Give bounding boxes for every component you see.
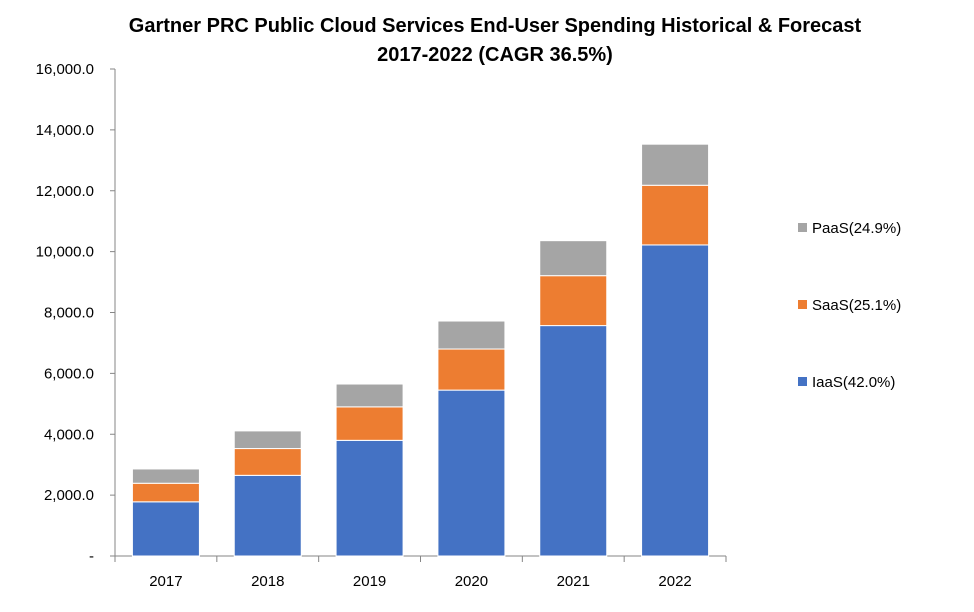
chart-subtitle: 2017-2022 (CAGR 36.5%) — [377, 44, 613, 66]
bar-saas-2022 — [641, 184, 710, 246]
bar-paas-2019 — [335, 383, 404, 408]
y-tick-label: 14,000.0 — [36, 122, 94, 139]
x-tick-label: 2019 — [353, 573, 386, 590]
y-tick-label: 10,000.0 — [36, 244, 94, 261]
y-tick-label: 4,000.0 — [44, 426, 94, 443]
bar-iaas-2021 — [539, 325, 608, 557]
x-tick-label: 2017 — [149, 573, 182, 590]
x-tick-label: 2020 — [455, 573, 488, 590]
bar-saas-2020 — [437, 348, 506, 391]
y-tick-label: 16,000.0 — [36, 61, 94, 78]
bar-saas-2017 — [131, 482, 200, 503]
y-tick-label: 2,000.0 — [44, 487, 94, 504]
bar-saas-2021 — [539, 275, 608, 327]
bar-saas-2019 — [335, 406, 404, 441]
legend-label: SaaS(25.1%) — [812, 297, 901, 314]
bar-iaas-2020 — [437, 389, 506, 557]
y-tick-label: 8,000.0 — [44, 305, 94, 322]
bar-paas-2018 — [233, 430, 302, 450]
legend-label: IaaS(42.0%) — [812, 374, 895, 391]
x-tick-label: 2021 — [557, 573, 590, 590]
bar-iaas-2017 — [131, 501, 200, 557]
bar-iaas-2019 — [335, 439, 404, 557]
chart-title: Gartner PRC Public Cloud Services End-Us… — [128, 15, 862, 37]
bar-iaas-2018 — [233, 474, 302, 557]
y-tick-label: - — [89, 548, 94, 565]
bar-paas-2022 — [641, 143, 710, 186]
legend-swatch — [798, 300, 807, 309]
bar-paas-2020 — [437, 320, 506, 350]
legend-swatch — [798, 377, 807, 386]
x-tick-label: 2022 — [658, 573, 691, 590]
bar-saas-2018 — [233, 448, 302, 476]
y-tick-label: 12,000.0 — [36, 183, 94, 200]
legend-label: PaaS(24.9%) — [812, 220, 901, 237]
y-tick-label: 6,000.0 — [44, 365, 94, 382]
legend-swatch — [798, 223, 807, 232]
bar-paas-2017 — [131, 468, 200, 484]
bar-paas-2021 — [539, 240, 608, 277]
bar-iaas-2022 — [641, 244, 710, 557]
x-tick-label: 2018 — [251, 573, 284, 590]
